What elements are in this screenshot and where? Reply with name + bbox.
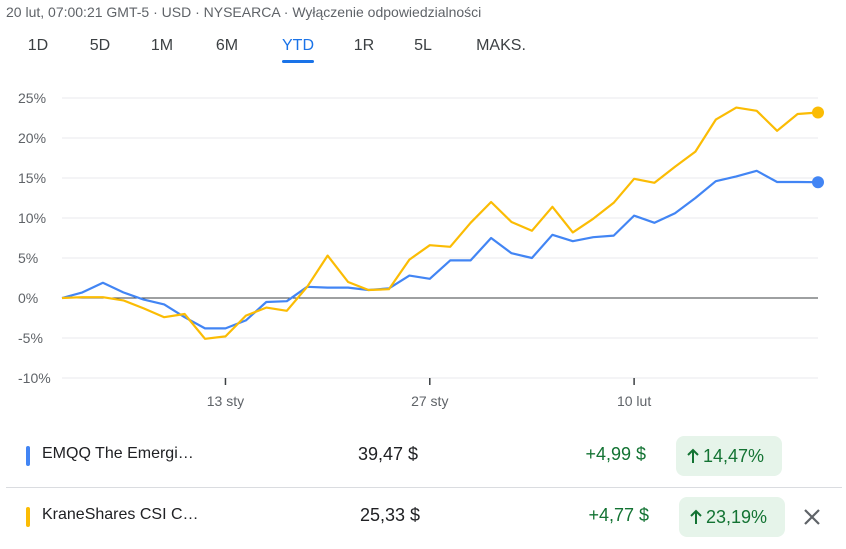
y-tick-label: 0% bbox=[18, 290, 38, 306]
percent-change-value: 23,19% bbox=[706, 506, 768, 527]
price-change: +4,77 $ bbox=[588, 505, 649, 525]
header-meta: 20 lut, 07:00:21 GMT-5 · USD · NYSEARCA … bbox=[6, 4, 482, 20]
y-tick-label: 15% bbox=[18, 170, 46, 186]
y-tick-label: 10% bbox=[18, 210, 46, 226]
tab-5d[interactable]: 5D bbox=[90, 34, 110, 58]
x-tick-label: 10 lut bbox=[617, 393, 651, 409]
arrow-up-icon bbox=[687, 448, 699, 463]
security-price: 39,47 $ bbox=[357, 444, 419, 464]
line-chart[interactable]: 25% 20% 15% 10% 5% 0% -5% -10% 13 sty 27 sty 10 lu… bbox=[0, 80, 846, 420]
comparison-row-emqq[interactable]: EMQQ The Emergi… 39,47 $ +4,99 $ 14,47% bbox=[0, 430, 846, 482]
tab-1m[interactable]: 1M bbox=[151, 34, 173, 58]
tab-label: YTD bbox=[282, 37, 314, 54]
percent-change-badge: 14,47% bbox=[676, 436, 782, 476]
security-name: KraneShares CSI C… bbox=[42, 506, 199, 523]
tab-maks[interactable]: MAKS. bbox=[476, 34, 526, 58]
comparison-row-kraneshares[interactable]: KraneShares CSI C… 25,33 $ +4,77 $ 23,19… bbox=[0, 491, 846, 543]
tab-1d[interactable]: 1D bbox=[28, 34, 48, 58]
y-tick-label: 5% bbox=[18, 250, 38, 266]
y-tick-label: 20% bbox=[18, 130, 46, 146]
tab-1r[interactable]: 1R bbox=[354, 34, 374, 58]
tab-label: 5D bbox=[89, 37, 111, 54]
tab-label: MAKS. bbox=[476, 37, 526, 54]
tab-6m[interactable]: 6M bbox=[216, 34, 238, 58]
tab-ytd[interactable]: YTD bbox=[282, 34, 314, 63]
security-name: EMQQ The Emergi… bbox=[42, 445, 194, 462]
tab-label: 1D bbox=[27, 37, 49, 54]
y-tick-label: 25% bbox=[18, 90, 46, 106]
tab-label: 1M bbox=[150, 37, 174, 54]
x-tick-label: 27 sty bbox=[411, 393, 448, 409]
series-endpoint-emqq bbox=[812, 176, 824, 189]
percent-change-value: 14,47% bbox=[703, 445, 765, 466]
series-line-kraneshares bbox=[61, 106, 819, 340]
close-icon[interactable] bbox=[800, 505, 824, 529]
arrow-up-icon bbox=[690, 509, 702, 524]
tab-label: 5L bbox=[414, 37, 432, 54]
series-color-swatch bbox=[26, 446, 30, 466]
tab-label: 6M bbox=[215, 37, 239, 54]
row-divider bbox=[6, 487, 842, 488]
series-endpoint-kraneshares bbox=[812, 106, 824, 119]
y-tick-label: -10% bbox=[18, 370, 51, 386]
series-line-emqq bbox=[61, 169, 819, 330]
x-tick-label: 13 sty bbox=[207, 393, 244, 409]
price-change: +4,99 $ bbox=[585, 444, 646, 464]
active-tab-indicator bbox=[282, 60, 314, 63]
series-color-swatch bbox=[26, 507, 30, 527]
security-price: 25,33 $ bbox=[359, 505, 421, 525]
tab-label: 1R bbox=[353, 37, 375, 54]
range-tabs: 1D 5D 1M 6M YTD 1R 5L MAKS. bbox=[0, 34, 600, 68]
percent-change-badge: 23,19% bbox=[679, 497, 785, 537]
tab-5l[interactable]: 5L bbox=[414, 34, 432, 58]
y-tick-label: -5% bbox=[18, 330, 43, 346]
